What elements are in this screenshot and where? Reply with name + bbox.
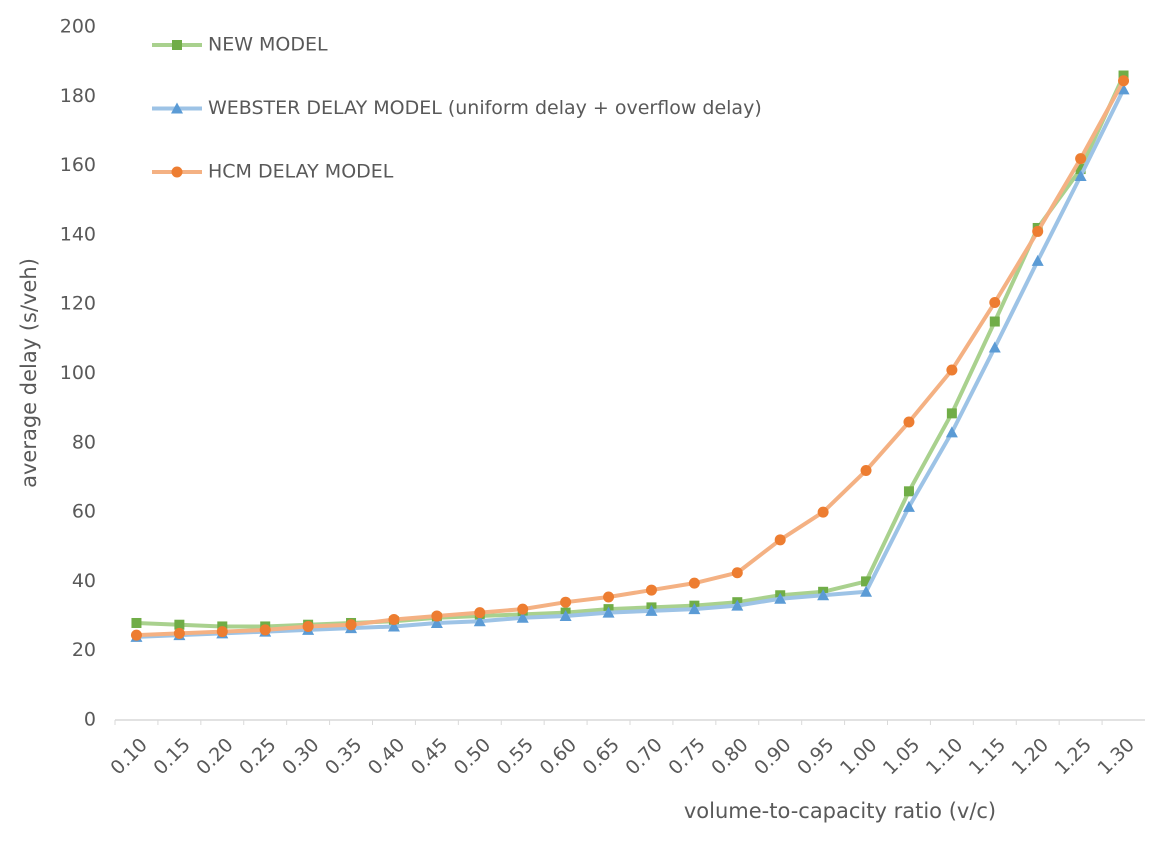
data-point	[302, 620, 314, 632]
data-point	[988, 341, 1001, 353]
data-point	[731, 567, 743, 579]
y-tick-label: 40	[72, 570, 96, 592]
data-point	[774, 534, 786, 546]
data-point	[860, 585, 873, 597]
x-tick-label: 1.10	[922, 734, 967, 779]
data-point	[688, 603, 701, 615]
x-tick-label: 0.40	[364, 734, 409, 779]
x-tick-label: 0.35	[321, 734, 366, 779]
y-tick-label: 60	[72, 501, 96, 523]
data-point	[946, 408, 957, 419]
data-point	[645, 604, 658, 616]
x-tick-label: 0.20	[192, 734, 237, 779]
x-tick-label: 0.10	[106, 734, 151, 779]
data-point	[430, 616, 443, 628]
data-point	[1117, 83, 1130, 95]
legend-marker	[172, 40, 182, 50]
y-tick-label: 80	[72, 431, 96, 453]
data-point	[516, 611, 529, 623]
y-axis-title: average delay (s/veh)	[17, 258, 41, 488]
data-point	[1032, 225, 1044, 237]
data-point	[903, 486, 914, 497]
x-tick-label: 0.25	[235, 734, 280, 779]
series-line	[136, 88, 1126, 639]
data-point	[173, 627, 185, 639]
data-point	[645, 584, 657, 596]
x-tick-label: 0.45	[407, 734, 452, 779]
y-tick-label: 140	[60, 223, 96, 245]
x-tick-label: 0.80	[707, 734, 752, 779]
data-point	[174, 619, 185, 630]
data-point	[817, 589, 830, 601]
x-tick-label: 0.55	[493, 734, 538, 779]
data-point	[473, 615, 486, 627]
x-tick-label: 1.30	[1093, 734, 1138, 779]
legend-marker	[171, 166, 183, 178]
x-tick-label: 0.50	[450, 734, 495, 779]
data-point	[130, 629, 142, 641]
x-tick-label: 0.60	[536, 734, 581, 779]
x-tick-label: 1.00	[836, 734, 881, 779]
x-tick-label: 1.15	[965, 734, 1010, 779]
y-tick-label: 180	[60, 85, 96, 107]
data-point	[560, 596, 572, 608]
data-point	[989, 296, 1001, 308]
data-point	[559, 610, 572, 622]
data-point	[387, 620, 400, 632]
x-tick-label: 0.70	[621, 734, 666, 779]
data-point	[131, 617, 142, 628]
data-point	[259, 624, 271, 636]
data-point	[945, 426, 958, 438]
legend-marker	[171, 102, 183, 114]
x-tick-label: 0.90	[750, 734, 795, 779]
data-point	[602, 606, 615, 618]
data-point	[860, 465, 872, 477]
data-point	[431, 610, 443, 622]
x-tick-label: 0.95	[793, 734, 838, 779]
y-tick-label: 20	[72, 639, 96, 661]
y-tick-label: 120	[60, 293, 96, 315]
legend-label: NEW MODEL	[208, 34, 328, 56]
x-axis-title: volume-to-capacity ratio (v/c)	[684, 799, 996, 823]
y-tick-label: 0	[84, 709, 96, 731]
y-tick-label: 200	[60, 16, 96, 38]
data-point	[216, 626, 228, 638]
legend-label: WEBSTER DELAY MODEL (uniform delay + ove…	[208, 97, 762, 119]
data-point	[1075, 153, 1087, 165]
data-point	[817, 506, 829, 518]
legend-label: HCM DELAY MODEL	[208, 161, 394, 183]
series-line	[136, 79, 1126, 638]
data-point	[989, 316, 1000, 327]
data-point	[1118, 75, 1130, 87]
data-point	[517, 603, 529, 615]
data-point	[603, 591, 615, 603]
x-tick-label: 0.75	[664, 734, 709, 779]
data-point	[731, 599, 744, 611]
data-point	[861, 576, 872, 587]
data-point	[474, 607, 486, 619]
y-tick-label: 160	[60, 154, 96, 176]
data-point	[946, 364, 958, 376]
data-point	[903, 416, 915, 428]
y-tick-label: 100	[60, 362, 96, 384]
x-tick-label: 1.05	[879, 734, 924, 779]
data-point	[1074, 169, 1087, 181]
data-point	[1031, 254, 1044, 266]
data-point	[774, 592, 787, 604]
x-tick-label: 0.30	[278, 734, 323, 779]
data-point	[902, 500, 915, 512]
data-point	[688, 577, 700, 589]
x-tick-label: 1.20	[1008, 734, 1053, 779]
data-point	[1075, 164, 1086, 175]
series-line	[136, 74, 1126, 629]
x-tick-label: 0.15	[149, 734, 194, 779]
data-point	[345, 619, 357, 631]
data-point	[388, 614, 400, 626]
x-tick-label: 1.25	[1051, 734, 1096, 779]
x-tick-label: 0.65	[578, 734, 623, 779]
